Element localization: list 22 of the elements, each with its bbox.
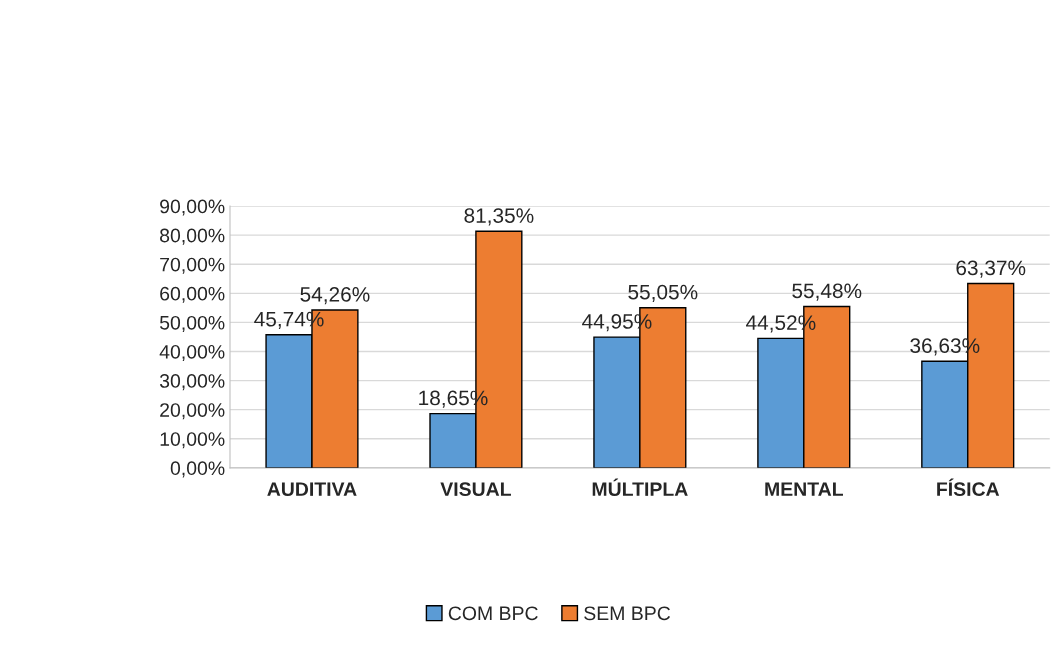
- y-tick-label: 0,00%: [170, 461, 225, 478]
- y-tick-label: 60,00%: [160, 286, 225, 303]
- data-label: 55,48%: [792, 283, 862, 301]
- y-tick-label: 30,00%: [159, 374, 225, 391]
- legend-label: COM BPC: [448, 606, 538, 621]
- y-tick-label: 10,00%: [160, 432, 225, 449]
- y-tick-label: 50,00%: [159, 315, 225, 332]
- data-label: 54,26%: [300, 286, 370, 305]
- y-tick-label: 20,00%: [160, 403, 225, 420]
- x-tick-label: FÍSICA: [937, 478, 1000, 497]
- data-label: 63,37%: [956, 260, 1026, 278]
- y-tick-label: 80,00%: [160, 228, 225, 245]
- y-tick-label: 40,00%: [159, 344, 225, 362]
- y-tick-label: 70,00%: [160, 257, 225, 274]
- data-label: 81,35%: [464, 208, 534, 226]
- y-tick-label: 90,00%: [160, 199, 225, 216]
- x-tick-label: VISUAL: [440, 482, 511, 497]
- x-tick-label: AUDITIVA: [267, 482, 357, 497]
- legend-label: SEM BPC: [584, 606, 671, 621]
- data-label: 55,05%: [628, 284, 698, 302]
- x-tick-label: MÚLTIPLA: [592, 478, 688, 497]
- x-tick-label: MENTAL: [765, 482, 843, 496]
